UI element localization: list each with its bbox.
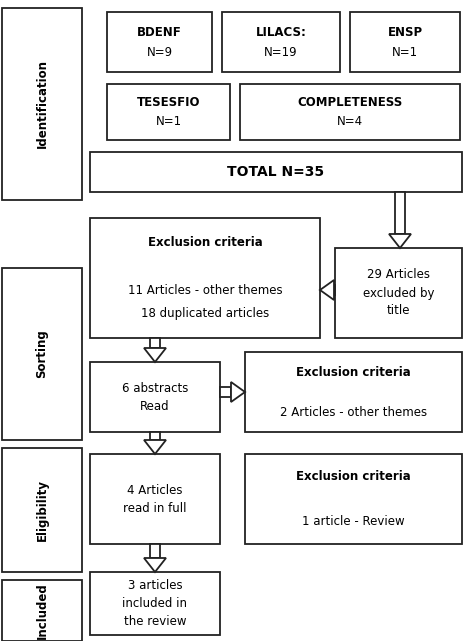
- Text: N=4: N=4: [337, 115, 363, 128]
- Text: LILACS:: LILACS:: [256, 26, 306, 38]
- Text: TESESFIO: TESESFIO: [137, 96, 200, 109]
- Polygon shape: [389, 234, 411, 248]
- Polygon shape: [150, 544, 160, 558]
- Bar: [90, 454, 220, 544]
- Bar: [90, 362, 220, 432]
- Bar: [107, 84, 230, 140]
- Polygon shape: [144, 440, 166, 454]
- Polygon shape: [150, 432, 160, 440]
- Bar: [2, 8, 82, 200]
- Text: COMPLETENESS: COMPLETENESS: [298, 96, 403, 109]
- Text: 4 Articles
read in full: 4 Articles read in full: [123, 483, 187, 515]
- Polygon shape: [395, 192, 405, 234]
- Text: 2 Articles - other themes: 2 Articles - other themes: [280, 406, 427, 419]
- Text: 11 Articles - other themes: 11 Articles - other themes: [128, 283, 282, 297]
- Text: N=1: N=1: [392, 46, 418, 58]
- Text: Included: Included: [36, 582, 48, 639]
- Text: 6 abstracts
Read: 6 abstracts Read: [122, 381, 188, 413]
- Bar: [2, 448, 82, 572]
- Bar: [222, 12, 340, 72]
- Polygon shape: [220, 387, 231, 397]
- Bar: [2, 580, 82, 641]
- Text: Eligibility: Eligibility: [36, 479, 48, 541]
- Text: BDENF: BDENF: [137, 26, 182, 38]
- Polygon shape: [144, 348, 166, 362]
- Polygon shape: [334, 285, 335, 295]
- Text: ENSP: ENSP: [387, 26, 423, 38]
- Bar: [107, 12, 212, 72]
- Bar: [2, 268, 82, 440]
- Text: Exclusion criteria: Exclusion criteria: [296, 470, 411, 483]
- Text: N=1: N=1: [156, 115, 181, 128]
- Polygon shape: [150, 338, 160, 348]
- Text: N=9: N=9: [147, 46, 172, 58]
- Text: 3 articles
included in
the review: 3 articles included in the review: [123, 579, 188, 628]
- Bar: [350, 12, 460, 72]
- Text: 1 article - Review: 1 article - Review: [302, 515, 405, 528]
- Bar: [90, 218, 320, 338]
- Bar: [90, 572, 220, 635]
- Bar: [335, 248, 462, 338]
- Bar: [90, 152, 462, 192]
- Bar: [245, 454, 462, 544]
- Bar: [245, 352, 462, 432]
- Bar: [240, 84, 460, 140]
- Text: Identification: Identification: [36, 60, 48, 149]
- Text: Exclusion criteria: Exclusion criteria: [148, 235, 262, 249]
- Text: Exclusion criteria: Exclusion criteria: [296, 365, 411, 378]
- Text: TOTAL N=35: TOTAL N=35: [227, 165, 325, 179]
- Text: 18 duplicated articles: 18 duplicated articles: [141, 308, 269, 320]
- Text: 29 Articles
excluded by
title: 29 Articles excluded by title: [363, 269, 434, 317]
- Polygon shape: [144, 558, 166, 572]
- Polygon shape: [231, 382, 245, 402]
- Text: N=19: N=19: [264, 46, 298, 58]
- Polygon shape: [320, 280, 334, 300]
- Text: Sorting: Sorting: [36, 329, 48, 378]
